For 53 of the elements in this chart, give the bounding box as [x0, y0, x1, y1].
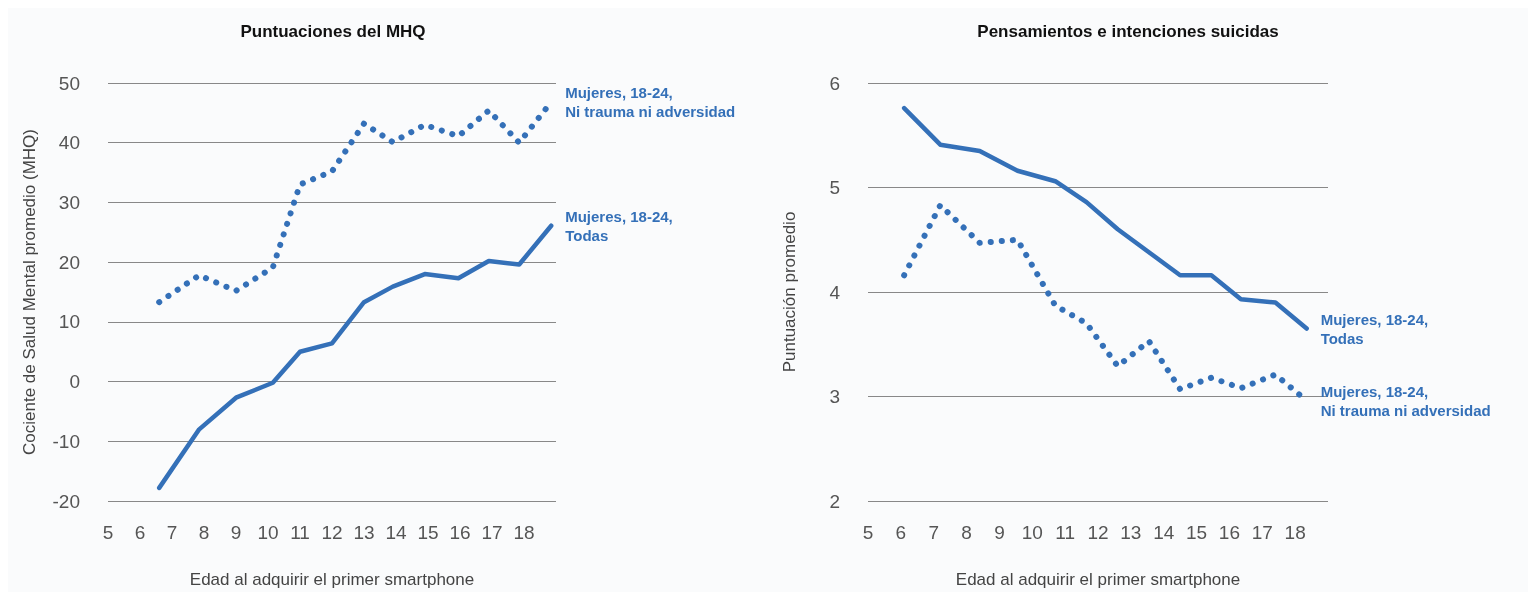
x-tick-label: 11	[1055, 522, 1076, 543]
x-tick-label: 9	[994, 522, 1005, 543]
y-tick-label: -20	[52, 490, 80, 512]
x-tick-label: 18	[513, 522, 535, 543]
x-tick-label: 6	[895, 522, 907, 543]
series-label: Mujeres, 18-24, Ni trauma ni adversidad	[1320, 382, 1491, 419]
x-tick-label: 5	[862, 522, 874, 543]
x-tick-label: 8	[198, 522, 210, 543]
x-tick-label: 8	[961, 522, 972, 543]
x-tick-label: 5	[102, 522, 114, 543]
x-tick-label: 12	[1087, 522, 1109, 543]
x-tick-label: 15	[1186, 522, 1208, 543]
y-tick-label: 40	[58, 132, 80, 154]
y-tick-label: 50	[58, 72, 80, 94]
x-tick-label: 17	[1251, 522, 1273, 543]
line-series	[156, 223, 554, 491]
x-axis-title: Edad al adquirir el primer smartphone	[955, 570, 1241, 589]
y-tick-label: 0	[69, 371, 80, 393]
y-tick-label: 10	[58, 311, 80, 333]
line-series	[901, 105, 1309, 331]
x-tick-label: 13	[353, 522, 375, 543]
x-tick-label: 14	[1153, 522, 1175, 543]
chart-title: Pensamientos e intenciones suicidas	[977, 22, 1279, 41]
x-tick-label: 12	[321, 522, 343, 543]
y-tick-label: 4	[829, 281, 841, 303]
x-tick-label: 16	[1218, 522, 1240, 543]
x-tick-label: 18	[1284, 522, 1306, 543]
x-tick-label: 14	[385, 522, 407, 543]
x-tick-label: 6	[134, 522, 146, 543]
series-label: Mujeres, 18-24, Ni trauma ni adversidad	[565, 84, 736, 121]
y-tick-label: 6	[829, 72, 840, 94]
y-tick-label: 2	[829, 490, 840, 512]
x-axis-title: Edad al adquirir el primer smartphone	[189, 570, 475, 589]
x-tick-label: 13	[1120, 522, 1142, 543]
y-tick-label: 30	[58, 191, 80, 213]
series-label: Mujeres, 18-24, Todas	[565, 207, 673, 244]
chart-title: Puntuaciones del MHQ	[240, 22, 426, 41]
y-tick-label: 20	[58, 251, 80, 273]
y-axis-title: Cociente de Salud Mental promedio (MHQ)	[20, 129, 39, 455]
x-tick-label: 9	[230, 522, 242, 543]
x-tick-label: 7	[928, 522, 939, 543]
y-tick-label: -10	[52, 430, 80, 452]
y-tick-label: 3	[829, 386, 840, 407]
x-tick-label: 15	[417, 522, 439, 543]
x-tick-label: 17	[481, 522, 503, 543]
y-axis-title: Puntuación promedio	[780, 211, 799, 373]
x-tick-label: 11	[290, 522, 310, 543]
x-tick-label: 16	[449, 522, 471, 543]
y-tick-label: 5	[829, 177, 840, 198]
x-tick-label: 10	[257, 522, 279, 543]
series-label: Mujeres, 18-24, Todas	[1320, 310, 1429, 347]
x-tick-label: 10	[1021, 522, 1043, 543]
x-tick-label: 7	[166, 522, 178, 543]
